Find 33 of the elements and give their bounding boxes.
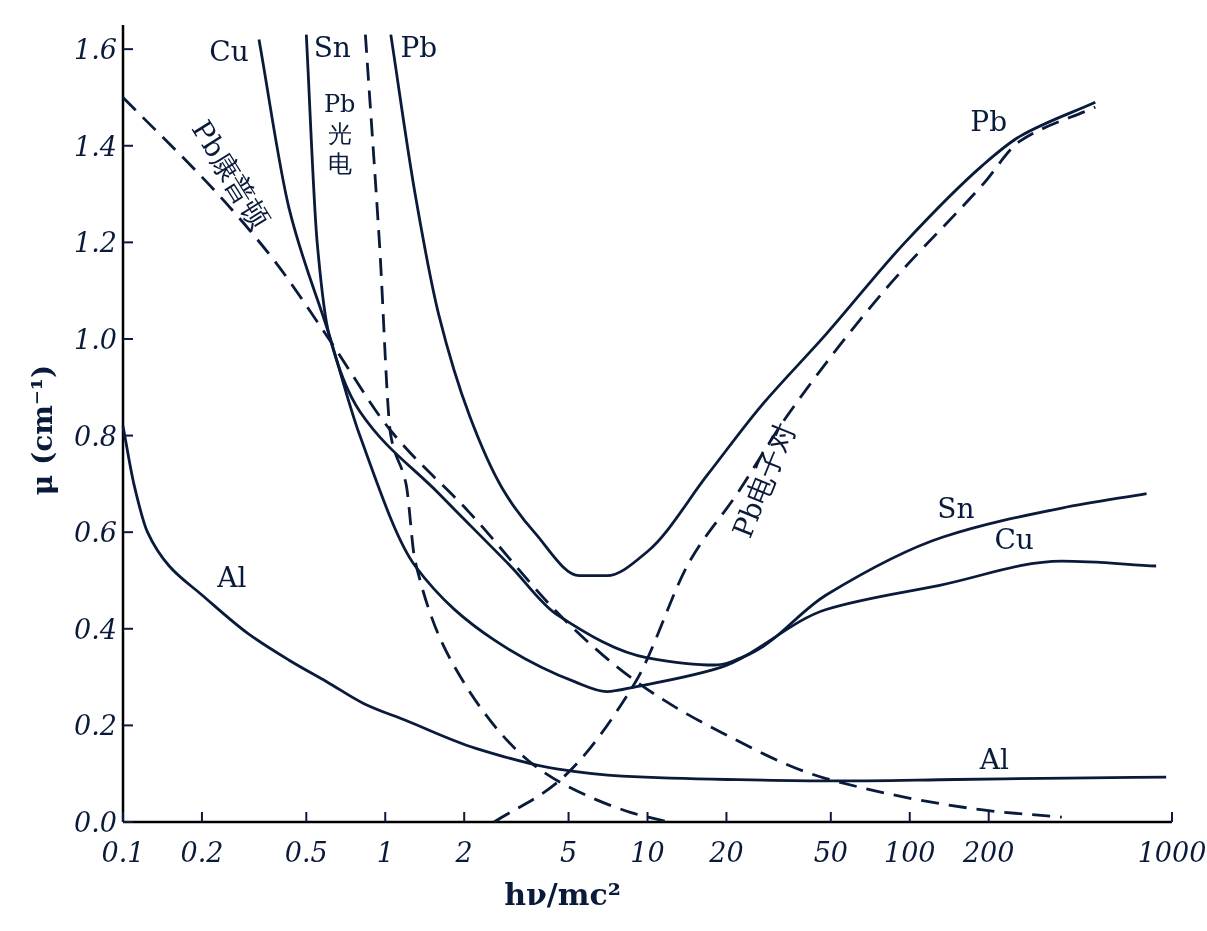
y-axis-title: μ (cm⁻¹)	[26, 364, 59, 496]
y-tick-label: 0.0	[74, 807, 117, 838]
x-tick-label: 20	[708, 837, 744, 868]
annotation: Pb	[400, 30, 438, 64]
x-tick-label: 1000	[1137, 837, 1207, 868]
annotation: Al	[216, 560, 247, 594]
y-tick-label: 1.6	[74, 34, 117, 66]
x-tick-label: 200	[961, 837, 1015, 868]
series-label: Sn	[937, 491, 975, 525]
annotation: Cu	[209, 35, 249, 69]
x-tick-label: 100	[883, 837, 936, 868]
x-tick-label: 2	[454, 837, 473, 868]
y-tick-label: 0.8	[74, 420, 117, 452]
series-label: Cu	[994, 523, 1034, 557]
text: Pb康普顿	[184, 114, 277, 235]
y-tick-label: 0.2	[74, 710, 117, 742]
y-tick-label: 1.2	[74, 227, 117, 259]
x-tick-label: 0.2	[180, 837, 224, 868]
x-tick-label: 0.1	[101, 837, 145, 868]
series-label: Al	[978, 742, 1009, 776]
x-tick-label: 10	[630, 837, 665, 868]
x-axis-title: hν/mc²	[504, 877, 621, 912]
x-tick-label: 50	[813, 837, 848, 868]
x-tick-label: 1	[376, 837, 394, 868]
y-tick-label: 1.0	[74, 323, 117, 355]
series-label: Pb	[970, 105, 1008, 139]
x-tick-label: 5	[559, 837, 578, 868]
x-tick-label: 0.5	[284, 837, 328, 868]
y-tick-label: 1.4	[74, 130, 117, 162]
series-label: Pb光电	[323, 89, 356, 178]
annotation: Sn	[313, 30, 351, 64]
y-tick-label: 0.4	[74, 613, 117, 645]
y-tick-label: 0.6	[74, 517, 117, 549]
